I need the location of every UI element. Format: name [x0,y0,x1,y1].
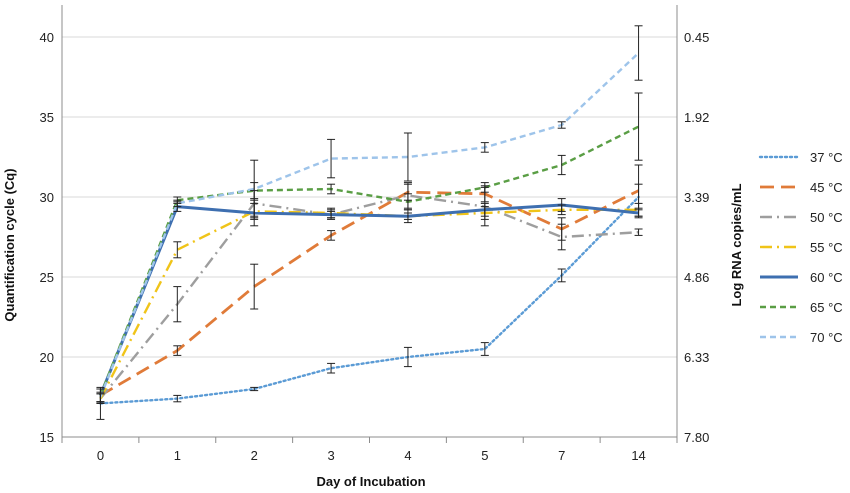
x-tick-label-7: 7 [558,448,565,463]
secondary-y-axis-title: Log RNA copies/mL [729,183,744,306]
legend-label: 45 °C [810,180,843,195]
x-tick-label-5: 5 [481,448,488,463]
error-bars [96,25,643,420]
y-tick-label-30: 30 [40,190,54,205]
y2-tick-label-6.33: 6.33 [684,350,709,365]
series-line-55C [99,208,639,400]
series-line-50C [99,194,639,400]
y-tick-label-15: 15 [40,430,54,445]
y2-tick-label-4.86: 4.86 [684,270,709,285]
legend: 37 °C 45 °C 50 °C 55 °C 60 °C 65 °C 70 °C [758,150,843,345]
y-tick-label-25: 25 [40,270,54,285]
gridlines [62,36,677,358]
y2-tick-label-7.80: 7.80 [684,430,709,445]
x-tick-label-4: 4 [404,448,411,463]
legend-label: 50 °C [810,210,843,225]
x-tick-label-0: 0 [97,448,104,463]
y-tick-label-35: 35 [40,110,54,125]
x-tick-label-3: 3 [327,448,334,463]
legend-label: 37 °C [810,150,843,165]
x-tick-label-1: 1 [174,448,181,463]
series-line-60C [99,203,639,396]
x-axis-title: Day of Incubation [316,474,425,489]
series-layer [99,52,640,405]
series-line-37C [99,195,640,405]
legend-label: 65 °C [810,300,843,315]
legend-label: 55 °C [810,240,843,255]
y-tick-label-20: 20 [40,350,54,365]
y2-tick-label-1.92: 1.92 [684,110,709,125]
series-line-45C [99,189,640,397]
series-line-70C [99,52,640,398]
x-tick-label-2: 2 [251,448,258,463]
legend-label: 70 °C [810,330,843,345]
y2-tick-label-3.39: 3.39 [684,190,709,205]
y-tick-label-40: 40 [40,30,54,45]
y2-tick-label-0.45: 0.45 [684,30,709,45]
series-line-65C [99,125,640,396]
y-axis-title: Quantification cycle (Cq) [2,168,17,321]
legend-label: 60 °C [810,270,843,285]
x-tick-label-14: 14 [631,448,645,463]
